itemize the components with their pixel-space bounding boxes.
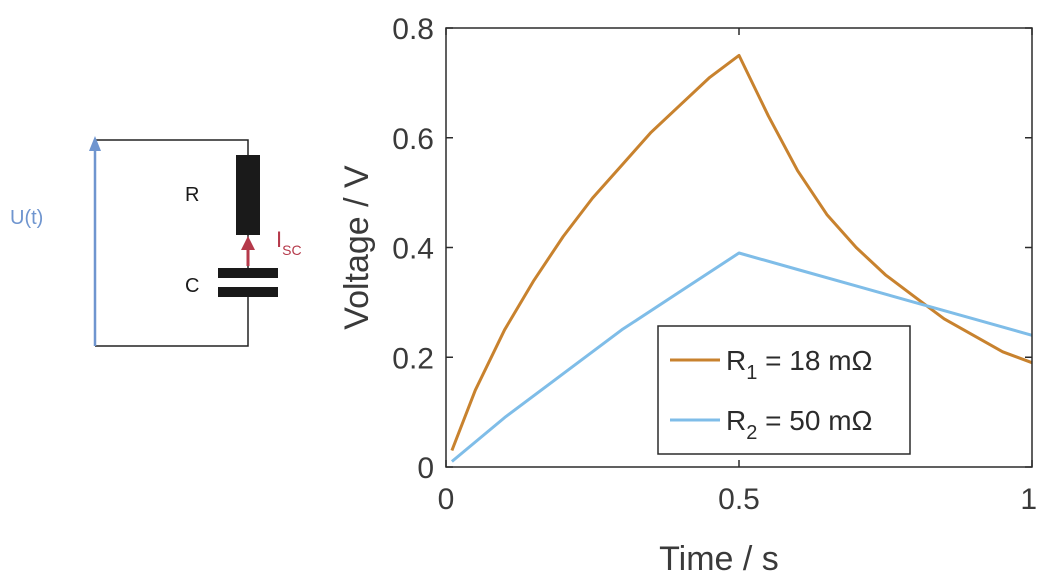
series-layer	[450, 53, 1033, 463]
capacitor-label: C	[185, 275, 199, 297]
circuit-diagram: U(t) R ISC C	[10, 136, 302, 347]
circuit-wire	[95, 297, 249, 347]
resistor	[236, 155, 260, 235]
circuit-wire	[95, 139, 249, 155]
y-axis-label: Voltage / V	[338, 165, 376, 330]
series-line-2	[450, 251, 1033, 463]
source-voltage-label: U(t)	[10, 207, 43, 229]
y-tick-label: 0.8	[392, 13, 434, 46]
current-label: ISC	[276, 227, 302, 258]
x-axis-label: Time / s	[659, 540, 779, 578]
x-tick-label: 0.5	[718, 483, 760, 516]
chart: 00.20.40.60.80 0.5 1 Time / s Voltage / V …	[338, 13, 1037, 578]
series-line-1	[450, 53, 1033, 452]
legend-entry-2: R2 = 50 mΩ	[726, 405, 872, 444]
capacitor-plate-bottom	[218, 287, 278, 297]
legend-box	[657, 325, 911, 455]
x-tick-label: 1	[1020, 483, 1037, 516]
y-tick-label: 0.6	[392, 123, 434, 156]
y-tick-label: 0	[417, 452, 434, 485]
tick-layer: 0 0.2 0.4 0.6 0.8 0 0.5 1	[392, 13, 1037, 516]
y-tick-label: 0.2	[392, 342, 434, 375]
y-tick-label: 0.4	[392, 233, 434, 266]
legend: R1 = 18 mΩ R2 = 50 mΩ	[657, 325, 911, 455]
current-arrowhead-icon	[241, 236, 255, 250]
x-tick-label: 0	[438, 483, 455, 516]
source-arrowhead-icon	[89, 136, 101, 151]
legend-entry-1: R1 = 18 mΩ	[726, 345, 872, 384]
capacitor-plate-top	[218, 268, 278, 278]
resistor-label: R	[185, 184, 199, 206]
